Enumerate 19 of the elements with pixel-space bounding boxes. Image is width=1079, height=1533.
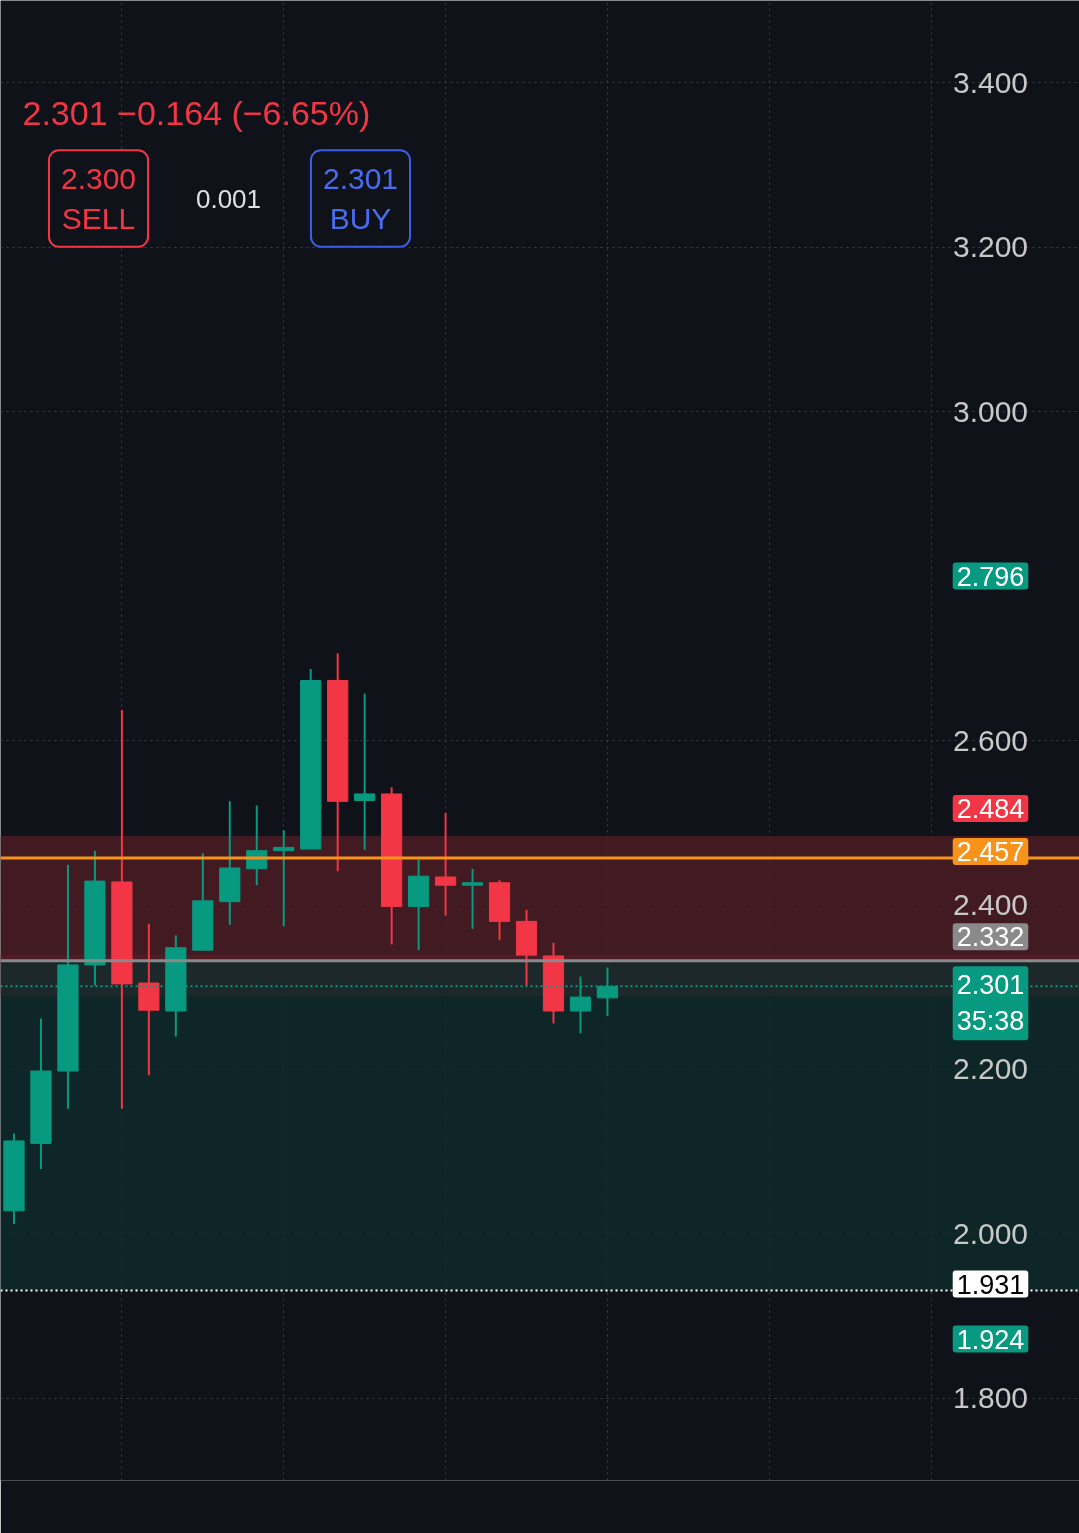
y-tick-label: 2.400 (952, 887, 1029, 921)
annotation: 1.924 (956, 1324, 1025, 1355)
y-tick-label: 2.000 (952, 1216, 1029, 1250)
text: 2.301 −0.164 (−6.65%) (22, 93, 371, 132)
y-tick-label: 3.200 (952, 230, 1029, 264)
y-tick-label: 2.600 (952, 723, 1029, 757)
ref-line-label: 1.931 (956, 1269, 1025, 1300)
annotation: 2.301 BUY (322, 162, 399, 235)
y-tick-label: 3.400 (952, 65, 1029, 99)
band-label: 2.484 (956, 794, 1025, 825)
annotation: 2.300 SELL (60, 162, 137, 235)
annotation: 2.796 (956, 561, 1025, 592)
ref-line-label: 2.332 (956, 922, 1025, 953)
annotation: 0.001 (195, 183, 262, 214)
y-tick-label: 1.800 (952, 1381, 1029, 1415)
ref-line-label: 2.457 (956, 837, 1025, 868)
ref-line-label: 2.301 35:38 (956, 970, 1025, 1037)
y-tick-label: 2.200 (952, 1052, 1029, 1086)
y-tick-label: 3.000 (952, 394, 1029, 428)
